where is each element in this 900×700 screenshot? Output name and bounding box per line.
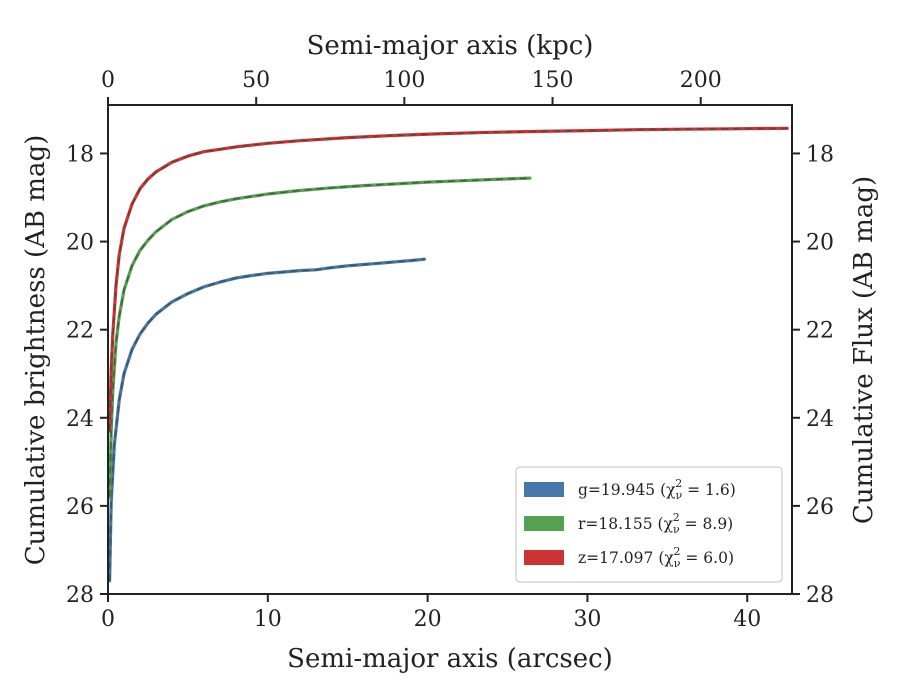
x-axis-label: Semi-major axis (arcsec) [287, 644, 613, 674]
y-axis-label: Cumulative brightness (AB mag) [21, 135, 51, 566]
top-x-axis-label: Semi-major axis (kpc) [307, 31, 594, 61]
right-y-tick-label: 22 [806, 319, 834, 344]
series-model-z [108, 127, 788, 432]
y-tick-label: 26 [66, 495, 94, 520]
legend-label-main: z=17.097 (χ [578, 549, 674, 567]
series-model-r [108, 177, 530, 498]
y-tick-label: 20 [66, 231, 94, 256]
legend-label-superscript: 2 [673, 511, 680, 524]
legend-label-value: = 8.9) [680, 515, 734, 533]
y-tick-label: 28 [66, 583, 94, 608]
right-y-axis-label: Cumulative Flux (AB mag) [849, 176, 879, 524]
y-axis-ticks: 18 20 22 24 26 28 [66, 142, 108, 608]
legend-label-g: g=19.945 (χν2 = 1.6) [578, 477, 736, 502]
legend-label-r: r=18.155 (χν2 = 8.9) [578, 511, 733, 536]
x-tick-label: 0 [101, 607, 115, 632]
y-tick-label: 22 [66, 319, 94, 344]
right-y-axis-ticks: 18 20 22 24 26 28 [792, 142, 834, 608]
legend-box [515, 466, 783, 583]
series-model-g [108, 258, 425, 581]
legend-label-superscript: 2 [673, 545, 680, 558]
legend: g=19.945 (χν2 = 1.6)r=18.155 (χν2 = 8.9)… [515, 466, 783, 583]
legend-label-main: r=18.155 (χ [578, 515, 674, 533]
x-tick-label: 30 [573, 607, 601, 632]
y-tick-label: 24 [66, 407, 94, 432]
series-layer [107, 126, 789, 583]
right-y-tick-label: 18 [806, 142, 834, 167]
legend-swatch-g [524, 482, 564, 497]
top-x-tick-label: 50 [242, 68, 270, 93]
x-tick-label: 40 [733, 607, 761, 632]
series-line-z [107, 126, 789, 433]
top-x-tick-label: 150 [532, 68, 574, 93]
top-x-tick-label: 0 [101, 68, 115, 93]
x-tick-label: 20 [414, 607, 442, 632]
right-y-tick-label: 26 [806, 495, 834, 520]
top-x-tick-label: 100 [383, 68, 425, 93]
series-line-r [107, 176, 532, 499]
x-tick-label: 10 [254, 607, 282, 632]
legend-label-subscript: ν [674, 557, 681, 570]
top-x-axis-ticks: 0 50 100 150 200 [101, 68, 722, 105]
right-y-tick-label: 20 [806, 231, 834, 256]
legend-label-main: g=19.945 (χ [578, 481, 676, 499]
legend-label-z: z=17.097 (χν2 = 6.0) [578, 545, 734, 570]
right-y-tick-label: 28 [806, 583, 834, 608]
plot-frame [107, 104, 793, 595]
y-tick-label: 18 [66, 142, 94, 167]
legend-swatch-z [524, 550, 564, 565]
legend-label-subscript: ν [673, 523, 680, 536]
legend-label-subscript: ν [676, 489, 683, 502]
series-line-g [107, 257, 426, 583]
top-x-tick-label: 200 [680, 68, 722, 93]
legend-label-value: = 6.0) [680, 549, 734, 567]
x-axis-ticks: 0 10 20 30 40 [101, 594, 761, 632]
legend-label-superscript: 2 [675, 477, 682, 490]
legend-swatch-r [524, 516, 564, 531]
right-y-tick-label: 24 [806, 407, 834, 432]
legend-label-value: = 1.6) [682, 481, 736, 499]
